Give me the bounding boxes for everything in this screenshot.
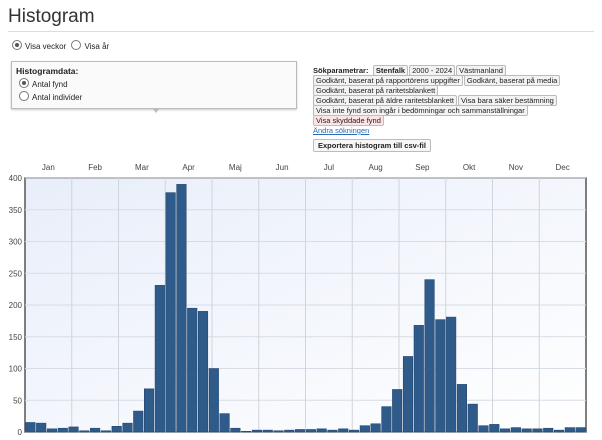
y-tick-label: 50 xyxy=(13,396,22,405)
bar-v25 xyxy=(284,429,295,433)
page-title: Histogram xyxy=(8,6,95,27)
params-label: Sökparametrar: xyxy=(313,66,369,75)
radio-icon[interactable] xyxy=(71,40,82,50)
bar-v26 xyxy=(295,429,306,433)
param-tag: Godkänt, baserat på media xyxy=(463,75,561,86)
radio-year-label: Visa år xyxy=(84,42,110,51)
bar-v6 xyxy=(79,430,90,433)
bar-v50 xyxy=(553,429,565,433)
bar-v29 xyxy=(327,429,338,433)
divider xyxy=(8,31,594,32)
histogram-chart: Jan Feb Mar Apr Maj Jun Jul Aug Sep Okt Nov Dec 0 50… xyxy=(9,163,587,437)
bar-v47 xyxy=(521,428,532,433)
bar-v11 xyxy=(133,410,144,433)
bar-v2 xyxy=(36,422,47,433)
bar-v20 xyxy=(230,427,241,433)
bar-v33 xyxy=(370,423,381,433)
bar-v45 xyxy=(500,428,511,433)
y-tick-label: 200 xyxy=(9,301,23,310)
bar-v21 xyxy=(241,431,252,433)
histogram-data-panel: Histogramdata: Antal fynd Antal individe… xyxy=(11,61,297,109)
bar-v24 xyxy=(273,430,284,433)
month-label: Jul xyxy=(324,163,334,172)
bar-v36 xyxy=(402,356,414,433)
month-label: Apr xyxy=(182,163,195,172)
bar-v28 xyxy=(316,428,327,433)
bar-v23 xyxy=(262,429,273,433)
y-tick-label: 100 xyxy=(9,365,23,374)
bar-v7 xyxy=(90,427,101,433)
bar-v27 xyxy=(305,429,316,433)
panel-pointer xyxy=(152,108,160,113)
month-label: Maj xyxy=(229,163,242,172)
bar-v38 xyxy=(424,279,435,433)
bar-v30 xyxy=(338,428,349,433)
month-label: Sep xyxy=(415,163,430,172)
bar-v41 xyxy=(456,384,467,433)
search-params: Sökparametrar: Stenfalk 2000 - 2024 Västma… xyxy=(313,60,561,153)
bar-v42 xyxy=(467,403,478,433)
y-tick-label: 350 xyxy=(9,206,23,215)
bar-v44 xyxy=(489,424,500,433)
bar-v46 xyxy=(510,427,521,433)
change-search-link[interactable]: Ändra sökningen xyxy=(313,126,370,135)
bar-v4 xyxy=(57,427,68,433)
y-tick-label: 0 xyxy=(18,428,23,437)
label: Antal individer xyxy=(32,93,83,102)
bar-v51 xyxy=(564,427,575,433)
bar-v40 xyxy=(446,316,457,433)
bar-v17 xyxy=(197,311,209,433)
bar-v18 xyxy=(208,368,219,433)
month-label: Aug xyxy=(369,163,383,172)
month-label: Jan xyxy=(42,163,55,172)
radio-icon[interactable] xyxy=(19,91,29,101)
month-label: Jun xyxy=(276,163,289,172)
month-label: Mar xyxy=(135,163,149,172)
bar-v15 xyxy=(176,184,187,433)
bar-v13 xyxy=(154,285,165,433)
y-tick-label: 400 xyxy=(9,174,23,183)
bar-v31 xyxy=(349,429,360,433)
label: Antal fynd xyxy=(32,80,68,89)
bar-v10 xyxy=(122,422,133,433)
bar-v48 xyxy=(532,428,543,433)
radio-year[interactable]: Visa år xyxy=(71,40,110,51)
bar-v1 xyxy=(25,422,36,433)
month-label: Feb xyxy=(88,163,102,172)
radio-antal-individer[interactable]: Antal individer xyxy=(19,91,296,102)
bar-v52 xyxy=(575,427,586,433)
y-tick-label: 250 xyxy=(9,269,23,278)
bar-v14 xyxy=(165,192,176,433)
bar-v37 xyxy=(413,325,424,433)
radio-icon[interactable] xyxy=(19,78,29,88)
param-tag: Visa inte fynd som ingår i bedömningar o… xyxy=(313,105,528,116)
month-label: Dec xyxy=(556,163,570,172)
bar-v9 xyxy=(111,426,122,433)
y-tick-label: 150 xyxy=(9,333,23,342)
bar-v32 xyxy=(359,425,370,433)
bar-v39 xyxy=(435,319,446,433)
bar-v19 xyxy=(219,413,230,433)
export-csv-button[interactable]: Exportera histogram till csv-fil xyxy=(313,139,431,152)
bar-v34 xyxy=(381,406,392,433)
bar-v43 xyxy=(478,425,489,433)
radio-antal-fynd[interactable]: Antal fynd xyxy=(19,78,296,89)
month-label: Okt xyxy=(463,163,476,172)
bar-v16 xyxy=(187,307,198,433)
param-tag-protected: Visa skyddade fynd xyxy=(313,115,384,126)
bar-v5 xyxy=(68,426,79,433)
radio-weeks-label: Visa veckor xyxy=(25,42,67,51)
radio-icon[interactable] xyxy=(12,40,22,50)
view-toggle: Visa veckor Visa år xyxy=(12,40,109,51)
bar-v3 xyxy=(46,428,58,433)
bar-v35 xyxy=(392,389,403,433)
y-tick-label: 300 xyxy=(9,238,23,247)
bar-v49 xyxy=(543,427,554,433)
bar-v22 xyxy=(251,429,262,433)
radio-weeks[interactable]: Visa veckor xyxy=(12,40,67,51)
bar-v8 xyxy=(100,430,111,433)
month-label: Nov xyxy=(509,163,523,172)
bar-v12 xyxy=(144,388,155,433)
panel-heading: Histogramdata: xyxy=(16,66,79,76)
